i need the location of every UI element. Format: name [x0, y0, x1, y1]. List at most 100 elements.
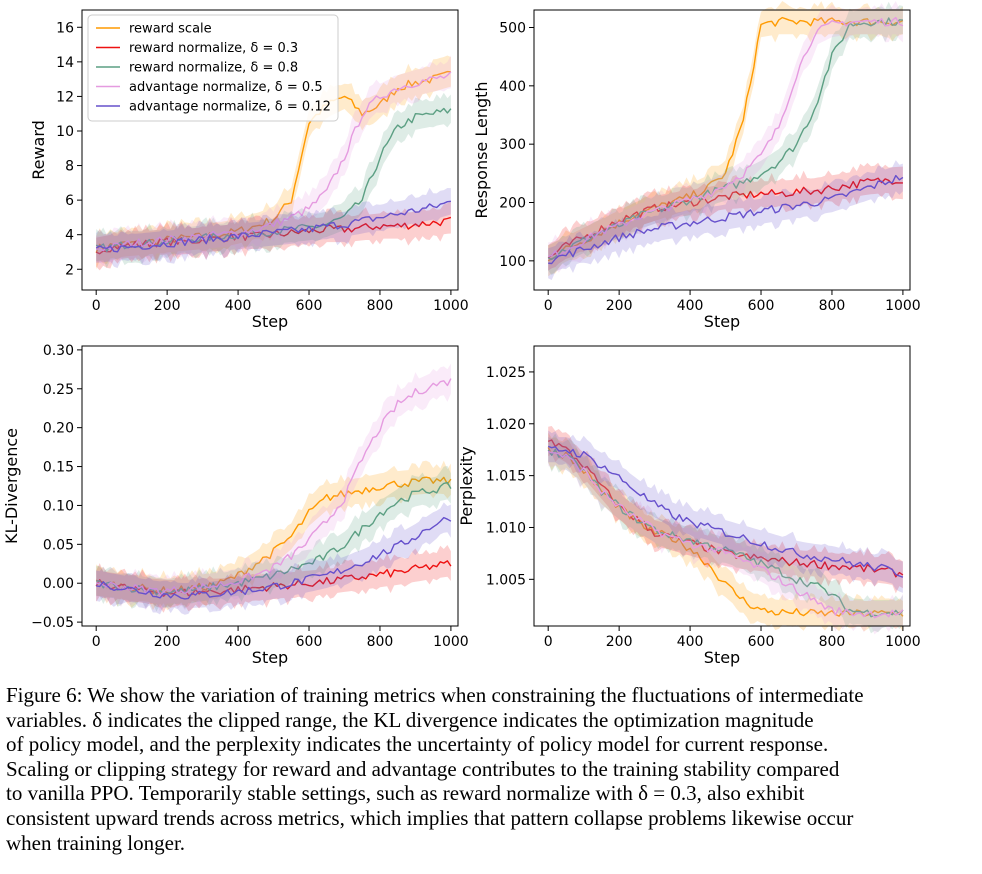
x-tick-label: 0	[92, 634, 101, 650]
series-5	[547, 430, 904, 593]
series-band	[548, 1, 903, 277]
x-tick-label: 400	[225, 634, 252, 650]
y-tick-label: 1.015	[486, 469, 526, 485]
y-tick-label: 1.020	[486, 417, 526, 433]
series-line	[547, 450, 904, 619]
axes-frame	[533, 345, 911, 627]
y-axis-label: KL-Divergence	[2, 428, 21, 544]
series-band	[96, 187, 451, 269]
y-tick-label: 0.15	[43, 460, 74, 476]
series-band	[548, 426, 903, 594]
axes-frame	[81, 9, 459, 291]
y-tick-label: 16	[56, 20, 74, 36]
x-tick-label: 800	[819, 634, 846, 650]
x-tick-label: 600	[748, 298, 775, 314]
y-tick-label: 1.025	[486, 365, 526, 381]
caption-line-1: Figure 6: We show the variation of train…	[6, 683, 864, 707]
x-tick-label: 800	[819, 298, 846, 314]
series-band	[548, 162, 903, 271]
y-tick-label: 100	[499, 254, 526, 270]
series-band	[548, 437, 903, 635]
series-5	[96, 502, 452, 615]
x-tick-label: 1000	[433, 634, 469, 650]
x-tick-label: 600	[296, 634, 323, 650]
series-band	[548, 432, 903, 632]
series-line	[95, 200, 451, 253]
series-line	[548, 174, 904, 265]
y-tick-label: 10	[56, 124, 74, 140]
y-tick-label: 300	[499, 137, 526, 153]
series-4	[548, 1, 904, 273]
legend-entry: advantage normalize, δ = 0.5	[129, 80, 323, 95]
y-tick-label: −0.05	[31, 615, 74, 631]
caption-line-3: of policy model, and the perplexity indi…	[6, 732, 829, 757]
y-tick-label: 8	[65, 159, 74, 175]
series-2	[547, 426, 904, 594]
y-tick-label: 2	[65, 262, 74, 278]
x-tick-label: 200	[606, 298, 633, 314]
series-5	[548, 160, 904, 280]
x-axis-label: Step	[252, 312, 288, 331]
x-tick-label: 0	[544, 634, 553, 650]
y-tick-label: 4	[65, 228, 74, 244]
y-tick-label: 400	[499, 79, 526, 95]
series-band	[96, 55, 451, 270]
caption-line-4: Scaling or clipping strategy for reward …	[6, 756, 840, 781]
series-band	[96, 55, 451, 266]
series-line	[96, 71, 452, 252]
series-band	[96, 460, 451, 611]
series-band	[96, 92, 451, 269]
series-1	[95, 55, 451, 270]
figure-canvas: 0 200 400 600 800 1000246810121416StepRewardr…	[2, 1, 921, 667]
x-axis-label: Step	[704, 312, 740, 331]
y-tick-label: 6	[65, 193, 74, 209]
x-tick-label: 0	[544, 298, 553, 314]
y-tick-label: 1.010	[486, 520, 526, 536]
legend-entry: reward normalize, δ = 0.3	[129, 41, 298, 56]
y-axis-label: Response Length	[472, 81, 491, 218]
y-tick-label: 0.20	[43, 421, 74, 437]
series-band	[548, 430, 903, 593]
x-tick-label: 1000	[433, 298, 469, 314]
series-4	[547, 437, 904, 635]
series-line	[96, 481, 452, 596]
x-tick-label: 600	[748, 634, 775, 650]
legend-entry: reward normalize, δ = 0.8	[129, 61, 298, 76]
y-tick-label: 200	[499, 196, 526, 212]
series-line	[548, 16, 904, 258]
x-tick-label: 400	[677, 634, 704, 650]
y-tick-label: 0.25	[43, 382, 74, 398]
series-4	[96, 363, 452, 612]
series-4	[96, 55, 452, 266]
caption-line-7: when training longer.	[6, 830, 186, 855]
series-5	[95, 187, 451, 269]
y-tick-label: 12	[56, 89, 74, 105]
x-tick-label: 200	[154, 634, 181, 650]
series-band	[96, 465, 451, 612]
series-line	[547, 439, 904, 578]
series-3	[96, 465, 452, 612]
series-band	[548, 1, 903, 273]
x-tick-label: 400	[225, 298, 252, 314]
x-tick-label: 200	[154, 298, 181, 314]
caption-line-6: consistent upward trends across metrics,…	[6, 805, 854, 830]
series-line	[96, 378, 452, 596]
legend-box	[87, 14, 339, 122]
axes-frame	[533, 9, 911, 291]
x-tick-label: 800	[367, 298, 394, 314]
y-tick-label: 500	[499, 21, 526, 37]
y-tick-label: 1.005	[486, 572, 526, 588]
y-tick-label: 14	[56, 55, 74, 71]
chart-panel-2: 0 200 400 600 800 1000 100 200 300 400 500 Step Resp…	[472, 1, 921, 331]
x-tick-label: 200	[606, 634, 633, 650]
x-tick-label: 1000	[885, 298, 921, 314]
chart-panel-1: 0 200 400 600 800 1000 2 4 6 8 10 12 14 16 Step Reward r…	[29, 9, 469, 331]
caption-line-5: to vanilla PPO. Temporarily stable setti…	[6, 781, 805, 806]
series-line	[547, 445, 904, 578]
x-axis-label: Step	[252, 648, 288, 667]
series-band	[548, 1, 903, 276]
y-axis-label: Reward	[29, 120, 48, 180]
legend-entry: reward scale	[129, 22, 212, 37]
x-tick-label: 400	[677, 298, 704, 314]
x-tick-label: 0	[92, 298, 101, 314]
